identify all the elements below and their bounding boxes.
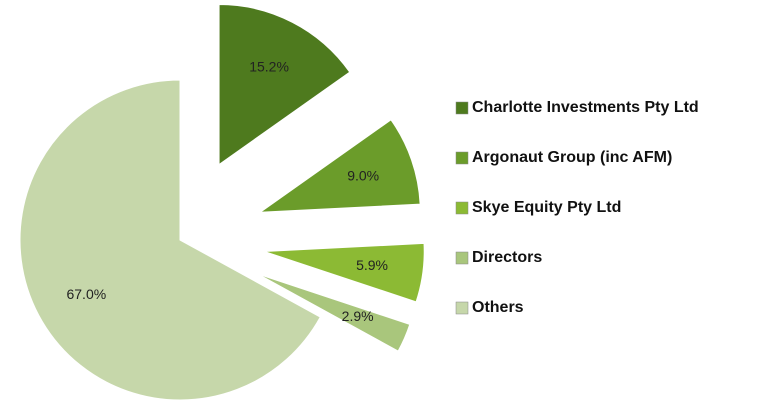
legend-swatch bbox=[455, 201, 469, 215]
data-label: 15.2% bbox=[249, 59, 289, 75]
pie-slice bbox=[264, 242, 425, 303]
legend-label: Skye Equity Pty Ltd bbox=[472, 199, 621, 216]
legend-label: Directors bbox=[472, 249, 542, 266]
legend-label: Charlotte Investments Pty Ltd bbox=[472, 99, 699, 116]
legend-label: Argonaut Group (inc AFM) bbox=[472, 149, 672, 166]
data-label: 9.0% bbox=[347, 167, 379, 183]
data-label: 67.0% bbox=[66, 286, 106, 302]
legend-swatch bbox=[455, 151, 469, 165]
pie-slice bbox=[258, 119, 421, 213]
data-label: 5.9% bbox=[356, 257, 388, 273]
legend-swatch bbox=[455, 301, 469, 315]
legend-label: Others bbox=[472, 299, 524, 316]
pie-slice bbox=[257, 273, 411, 352]
data-label: 2.9% bbox=[342, 308, 374, 324]
legend-swatch bbox=[455, 251, 469, 265]
pie-slice bbox=[218, 4, 351, 166]
pie-slice bbox=[19, 79, 321, 401]
legend-swatch bbox=[455, 101, 469, 115]
